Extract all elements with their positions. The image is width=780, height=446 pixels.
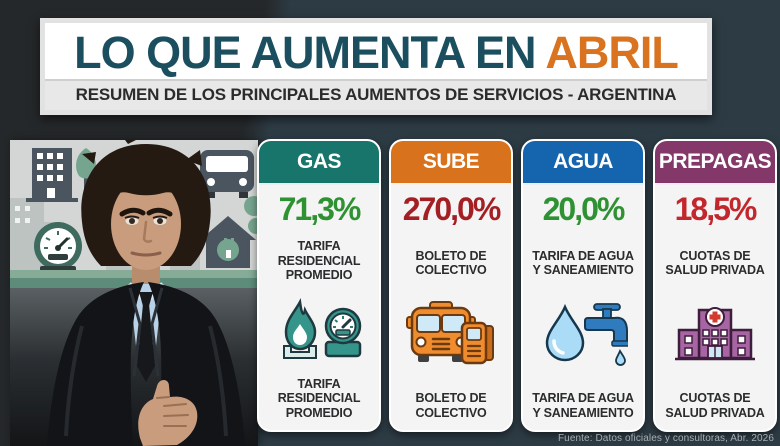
card-prepagas-description: CUOTAS DE SALUD PRIVADA [665,248,765,278]
water-drop-and-faucet-icon [538,301,628,367]
card-agua-body: 20,0% TARIFA DE AGUA Y SANEAMIENTO TARIF… [523,185,643,430]
house-plug-icon [200,216,256,268]
milei-portrait [47,140,245,446]
title-prefix: LO QUE AUMENTA EN [74,27,546,78]
card-sube-caption: BOLETO DE COLECTIVO [415,391,487,420]
card-prepagas-caption: CUOTAS DE SALUD PRIVADA [665,391,765,420]
card-agua-caption: TARIFA DE AGUA Y SANEAMIENTO [532,391,634,420]
card-prepagas-body: 18,5% CUOTAS DE SALUD PRIVADA [655,185,775,430]
page-title: LO QUE AUMENTA EN ABRIL [45,23,707,79]
card-gas-body: 71,3% TARIFA RESIDENCIAL PROMEDIO [259,185,379,430]
card-prepagas: PREPAGAS 18,5% CUOTAS DE SALUD PRIVADA [653,139,777,432]
card-sube-description: BOLETO DE COLECTIVO [415,248,487,278]
card-gas: GAS 71,3% TARIFA RESIDENCIAL PROMEDIO [257,139,381,432]
card-prepagas-header: PREPAGAS [655,141,775,185]
card-gas-percent: 71,3% [278,191,362,227]
bus-and-fare-card-icon [406,301,496,367]
card-gas-description: TARIFA RESIDENCIAL PROMEDIO [277,239,361,282]
card-sube: SUBE 270,0% BOLETO DE COLECTIVO [389,139,513,432]
gauge-icon [34,222,82,272]
card-agua-description: TARIFA DE AGUA Y SANEAMIENTO [532,248,634,278]
card-agua: AGUA 20,0% TARIFA DE AGUA Y SANEAMIENTO [521,139,645,432]
card-sube-body: 270,0% BOLETO DE COLECTIVO [391,185,511,430]
card-gas-header: GAS [259,141,379,185]
card-gas-caption: TARIFA RESIDENCIAL PROMEDIO [277,376,361,420]
title-banner: LO QUE AUMENTA EN ABRIL RESUMEN DE LOS P… [40,18,712,115]
card-prepagas-percent: 18,5% [674,191,758,227]
bushes-icon [244,196,258,234]
hospital-icon [673,301,757,367]
increase-cards-row: GAS 71,3% TARIFA RESIDENCIAL PROMEDIO [257,139,777,432]
card-sube-percent: 270,0% [402,191,502,227]
city-bus-icon [200,150,254,198]
page-subtitle: RESUMEN DE LOS PRINCIPALES AUMENTOS DE S… [45,79,707,110]
title-highlight-month: ABRIL [545,27,678,78]
card-sube-header: SUBE [391,141,511,185]
card-agua-header: AGUA [523,141,643,185]
building-icon [26,148,78,202]
card-agua-percent: 20,0% [542,191,626,227]
flame-and-meter-icon [276,297,362,363]
photo-panel [10,140,258,446]
source-credit: Fuente: Datos oficiales y consultoras, A… [557,433,774,444]
